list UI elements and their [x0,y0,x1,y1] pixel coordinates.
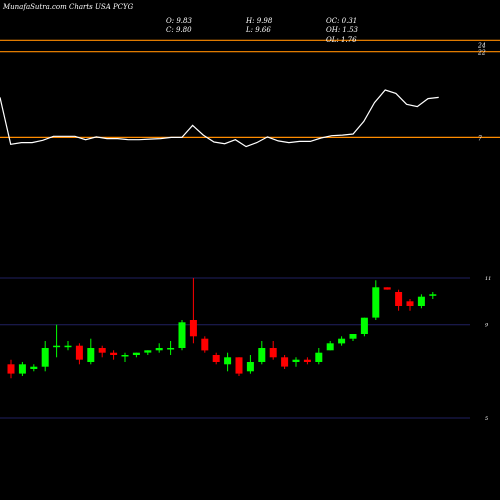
candle-body [349,334,357,339]
tick-label: 5 [485,416,488,422]
candle-body [7,364,15,374]
candle-body [360,317,368,334]
oc-value: OC: 0.31 [326,17,358,25]
candle-body [110,352,118,355]
level-label: 22 [477,50,486,57]
candle-body [75,345,83,360]
candle-body [429,294,437,296]
candle-body [224,357,232,365]
level-label: 7 [478,135,482,142]
ol-value: OL: 1.76 [326,36,357,44]
candle-body [121,355,129,357]
candle-body [212,355,220,362]
candle-body [281,357,289,367]
candle-body [383,287,391,290]
candle-body [41,348,49,367]
high-value: H: 9.98 [246,17,273,25]
candle-body [53,345,61,348]
candle-body [417,296,425,306]
candle-body [326,343,334,351]
candle-body [406,301,414,306]
candle-body [18,364,26,374]
candle-body [303,359,311,362]
candle-body [315,352,323,362]
candle-body [292,359,300,362]
candle-body [30,366,38,369]
level-label: 24 [477,42,486,49]
candle-body [167,348,175,350]
open-value: O: 9.83 [166,17,192,25]
candle-body [372,287,380,318]
low-value: L: 9.66 [246,26,271,34]
candle-body [338,338,346,344]
candle-body [98,348,106,353]
tick-label: 9 [485,323,489,329]
candle-body [64,345,72,348]
oh-value: OH: 1.53 [326,26,359,34]
candle-body [178,322,186,348]
series-line [0,89,439,148]
candle-body [235,357,243,374]
candle-body [189,320,197,337]
candle-body [201,338,209,351]
close-value: C: 9.80 [166,26,192,34]
candle-body [155,348,163,351]
tick-label: 11 [485,276,491,282]
chart-title: MunafaSutra.com Charts USA PCYG [3,3,134,11]
candle-body [246,362,254,372]
candle-body [87,348,95,362]
candle-body [132,352,140,355]
candle-body [144,350,152,353]
candle-body [395,292,403,306]
candle-body [258,348,266,362]
candle-body [269,348,277,358]
